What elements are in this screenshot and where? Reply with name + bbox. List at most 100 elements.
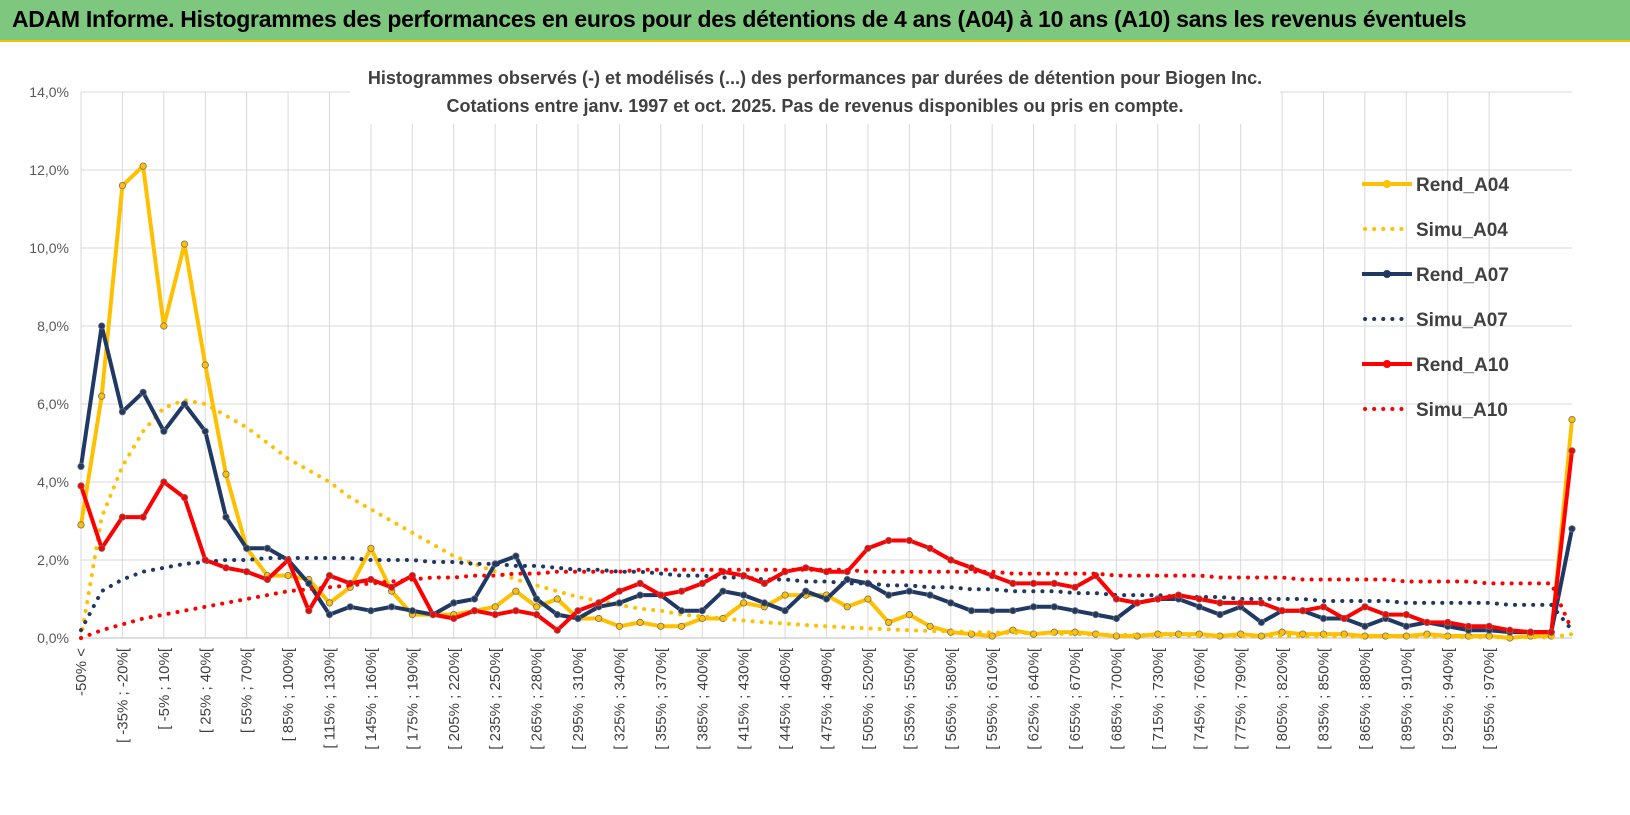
data-point — [305, 607, 313, 615]
x-tick-label: [ 265% ; 280%[ — [529, 647, 546, 750]
x-tick-label: [ 25% ; 40%[ — [197, 647, 214, 733]
data-point — [1216, 599, 1224, 607]
data-point — [1071, 583, 1079, 591]
data-point — [553, 610, 561, 619]
data-point — [1257, 599, 1265, 607]
series — [77, 162, 1576, 642]
data-point — [1485, 622, 1493, 630]
data-point — [988, 607, 996, 615]
legend-item: Simu_A04 — [1363, 220, 1508, 241]
data-point — [1071, 628, 1079, 636]
data-point — [139, 388, 147, 396]
data-point — [760, 599, 768, 607]
data-point — [802, 587, 810, 595]
x-tick-label: [ 565% ; 580%[ — [943, 647, 960, 750]
data-point — [1092, 610, 1100, 619]
data-point — [1547, 628, 1555, 636]
data-point — [843, 603, 851, 611]
data-point — [615, 587, 624, 595]
data-point — [429, 610, 437, 619]
data-point — [77, 482, 85, 490]
data-point — [1319, 614, 1328, 623]
y-tick-label: 10,0% — [29, 240, 69, 256]
data-point — [677, 587, 686, 595]
data-point — [781, 591, 789, 599]
legend-item: Rend_A10 — [1362, 355, 1509, 376]
data-point — [367, 607, 375, 615]
data-point — [698, 607, 706, 615]
data-point — [636, 618, 644, 627]
data-point — [677, 607, 686, 615]
data-point — [201, 361, 209, 369]
data-point — [740, 599, 748, 607]
data-point — [595, 599, 603, 607]
legend: Rend_A04 Simu_A04 Rend_A07 Simu_A07 Rend_A10… — [1362, 175, 1509, 421]
data-point — [1154, 595, 1162, 603]
x-tick-label: [ 715% ; 730%[ — [1150, 647, 1167, 750]
data-point — [1112, 614, 1121, 623]
data-point — [885, 618, 893, 627]
chart-title: Histogrammes observés (-) et modélisés (… — [368, 68, 1262, 88]
data-point — [615, 622, 624, 630]
data-point — [1299, 607, 1307, 615]
data-point — [305, 579, 313, 588]
legend-label: Rend_A04 — [1416, 175, 1509, 196]
y-tick-label: 8,0% — [37, 318, 69, 334]
report-banner: ADAM Informe. Histogrammes des performan… — [0, 0, 1630, 42]
legend-item: Simu_A10 — [1363, 400, 1508, 421]
data-point — [98, 322, 106, 330]
legend-marker — [1383, 270, 1391, 278]
x-tick-label: [ -35% ; -20%[ — [114, 647, 131, 743]
data-point — [388, 583, 396, 591]
data-point — [719, 587, 727, 595]
x-tick-label: [ 925% ; 940%[ — [1440, 647, 1457, 750]
data-point — [263, 575, 271, 584]
x-tick-label: [ 685% ; 700%[ — [1108, 647, 1125, 750]
data-point — [346, 603, 354, 611]
data-point — [926, 591, 934, 599]
data-point — [532, 610, 541, 619]
data-point — [118, 513, 127, 521]
data-point — [926, 544, 934, 552]
data-point — [532, 603, 541, 611]
data-point — [1299, 630, 1307, 638]
data-point — [139, 513, 147, 521]
y-tick-label: 12,0% — [29, 162, 69, 178]
data-point — [408, 607, 416, 615]
data-point — [698, 579, 706, 588]
data-point — [553, 595, 561, 603]
x-tick-label: [ 535% ; 550%[ — [901, 647, 918, 750]
chart-subtitle: Cotations entre janv. 1997 et oct. 2025.… — [447, 96, 1184, 116]
data-point — [243, 544, 251, 552]
data-point — [657, 591, 665, 599]
x-tick-label: [ 775% ; 790%[ — [1233, 647, 1250, 750]
data-point — [947, 599, 955, 607]
data-point — [1071, 607, 1079, 615]
data-point — [698, 614, 706, 623]
data-point — [77, 521, 85, 529]
data-point — [967, 564, 976, 572]
data-point — [512, 552, 520, 560]
data-point — [905, 536, 913, 545]
data-point — [740, 591, 748, 599]
x-tick-label: [ 475% ; 490%[ — [819, 647, 836, 750]
data-point — [615, 599, 624, 607]
data-point — [636, 591, 644, 599]
data-point — [1237, 599, 1245, 607]
legend-marker — [1383, 180, 1391, 188]
data-point — [470, 595, 479, 603]
data-point — [947, 556, 955, 564]
data-point — [822, 595, 831, 603]
data-point — [843, 575, 851, 584]
data-point — [1050, 579, 1058, 588]
data-point — [988, 632, 996, 640]
chart-title-backdrop — [350, 62, 1280, 124]
x-tick-label: [ 115% ; 130%[ — [322, 647, 339, 748]
legend-marker — [1383, 360, 1391, 368]
data-point — [885, 536, 893, 545]
data-point — [574, 614, 582, 623]
legend-item: Rend_A07 — [1362, 265, 1509, 286]
x-tick-label: [ 835% ; 850%[ — [1316, 647, 1333, 750]
data-point — [532, 595, 541, 603]
